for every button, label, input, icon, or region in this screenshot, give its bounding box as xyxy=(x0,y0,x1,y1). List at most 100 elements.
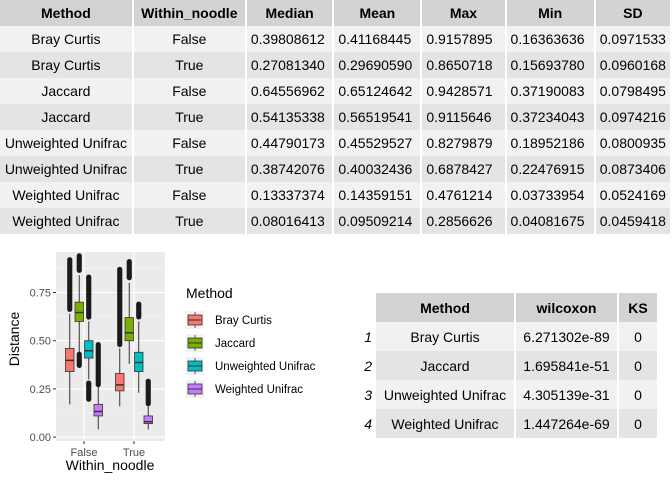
summary-cell: 0.38742076 xyxy=(246,156,335,182)
legend-key xyxy=(186,357,204,375)
box-unweighted-unifrac xyxy=(84,274,94,402)
summary-cell: 0.45529527 xyxy=(334,130,423,156)
summary-cell: 0.08016413 xyxy=(246,208,335,234)
summary-cell: 0.41168445 xyxy=(334,26,423,52)
box-bray-curtis xyxy=(65,257,75,405)
summary-cell: Bray Curtis xyxy=(0,26,134,52)
box-weighted-unifrac xyxy=(143,378,153,430)
x-tick-label: True xyxy=(123,447,145,459)
stats-cell: 4.305139e-31 xyxy=(516,380,619,409)
box xyxy=(124,317,134,342)
legend-key xyxy=(186,334,204,352)
table-row: 4 Weighted Unifrac 1.447264e-69 0 xyxy=(360,409,659,438)
legend-label: Unweighted Unifrac xyxy=(215,361,316,373)
summary-cell: 0.56519541 xyxy=(334,104,423,130)
stats-cell: Unweighted Unifrac xyxy=(376,380,516,409)
summary-header-cell: Mean xyxy=(334,0,423,26)
plot-panel xyxy=(56,252,165,441)
summary-cell: 0.14359151 xyxy=(334,182,423,208)
table-row: Jaccard True 0.54135338 0.56519541 0.9115646… xyxy=(0,104,672,130)
table-row: Unweighted Unifrac True 0.38742076 0.400324… xyxy=(0,156,672,182)
summary-cell: Unweighted Unifrac xyxy=(0,156,134,182)
summary-cell: 0.13337374 xyxy=(246,182,335,208)
stats-cell: 1.695841e-51 xyxy=(516,351,619,380)
summary-cell: 0.54135338 xyxy=(246,104,335,130)
stats-header-cell: wilcoxon xyxy=(516,293,619,322)
stats-cell: 0 xyxy=(619,322,659,351)
summary-cell: 0.0971533 xyxy=(595,26,672,52)
summary-cell: True xyxy=(133,104,247,130)
summary-cell: 0.37190083 xyxy=(506,78,596,104)
outlier-point xyxy=(145,401,151,407)
summary-cell: False xyxy=(133,182,247,208)
box xyxy=(93,403,103,417)
summary-cell: 0.29690590 xyxy=(334,52,423,78)
table-row: 1 Bray Curtis 6.271302e-89 0 xyxy=(360,322,659,351)
summary-cell: 0.16363636 xyxy=(506,26,596,52)
table-row: 2 Jaccard 1.695841e-51 0 xyxy=(360,351,659,380)
summary-cell: 0.9428571 xyxy=(422,78,507,104)
row-index: 1 xyxy=(360,322,376,351)
summary-table: Method Within_noodle Median Mean Max Min SD Br… xyxy=(0,0,672,234)
summary-cell: True xyxy=(133,156,247,182)
table-row: Unweighted Unifrac False 0.44790173 0.45529… xyxy=(0,130,672,156)
stats-cell: 0 xyxy=(619,351,659,380)
summary-cell: False xyxy=(133,130,247,156)
stats-cell: Bray Curtis xyxy=(376,322,516,351)
statistics-table-header: Method wilcoxon KS xyxy=(360,293,659,322)
table-row: Weighted Unifrac True 0.08016413 0.09509214… xyxy=(0,208,672,234)
legend-title: Method xyxy=(186,285,233,301)
outlier-point xyxy=(76,362,82,369)
summary-cell: 0.22476915 xyxy=(506,156,596,182)
legend-key xyxy=(186,380,204,398)
summary-cell: False xyxy=(133,78,247,104)
summary-cell: 0.6878427 xyxy=(422,156,507,182)
stats-cell: Jaccard xyxy=(376,351,516,380)
summary-cell: 0.8650718 xyxy=(422,52,507,78)
box-jaccard xyxy=(124,259,134,364)
legend: Method Bray Curtis Jaccard Unweighted Unifr… xyxy=(186,285,316,398)
summary-cell: Jaccard xyxy=(0,78,134,104)
y-tick-label: 0.75 xyxy=(30,288,51,300)
row-index: 3 xyxy=(360,380,376,409)
statistics-table: Method wilcoxon KS 1 Bray Curtis 6.271302e-8… xyxy=(360,293,659,438)
row-index: 2 xyxy=(360,351,376,380)
stats-cell: 0 xyxy=(619,409,659,438)
summary-cell: 0.44790173 xyxy=(246,130,335,156)
stats-header-cell xyxy=(360,293,376,322)
summary-cell: Jaccard xyxy=(0,104,134,130)
summary-cell: 0.0800935 xyxy=(595,130,672,156)
summary-cell: 0.2856626 xyxy=(422,208,507,234)
outlier-point xyxy=(67,306,73,312)
summary-cell: 0.0524169 xyxy=(595,182,672,208)
summary-cell: Weighted Unifrac xyxy=(0,182,134,208)
boxplot-chart: 0.00 0.25 0.50 0.75 False True Distance Withi… xyxy=(0,243,360,480)
box-bray-curtis xyxy=(115,266,125,407)
stats-cell: Weighted Unifrac xyxy=(376,409,516,438)
legend-label: Bray Curtis xyxy=(215,315,272,327)
summary-cell: True xyxy=(133,208,247,234)
summary-cell: True xyxy=(133,52,247,78)
summary-header-cell: SD xyxy=(595,0,672,26)
table-row: Weighted Unifrac False 0.13337374 0.1435915… xyxy=(0,182,672,208)
legend-key xyxy=(186,311,204,329)
outlier-point xyxy=(86,314,92,320)
summary-table-header: Method Within_noodle Median Mean Max Min SD xyxy=(0,0,672,26)
outlier-point xyxy=(76,267,82,273)
box xyxy=(74,301,84,322)
summary-cell: False xyxy=(133,26,247,52)
summary-header-cell: Median xyxy=(246,0,335,26)
stats-cell: 1.447264e-69 xyxy=(516,409,619,438)
x-axis-title: Within_noodle xyxy=(66,457,155,473)
row-index: 4 xyxy=(360,409,376,438)
summary-header-cell: Max xyxy=(422,0,507,26)
box xyxy=(143,415,153,425)
summary-header-cell: Method xyxy=(0,0,134,26)
outlier-point xyxy=(117,341,123,348)
summary-cell: 0.09509214 xyxy=(334,208,423,234)
summary-cell: 0.18952186 xyxy=(506,130,596,156)
box-weighted-unifrac xyxy=(93,341,103,430)
box-unweighted-unifrac xyxy=(134,301,144,393)
stats-cell: 0 xyxy=(619,380,659,409)
summary-cell: 0.39808612 xyxy=(246,26,335,52)
